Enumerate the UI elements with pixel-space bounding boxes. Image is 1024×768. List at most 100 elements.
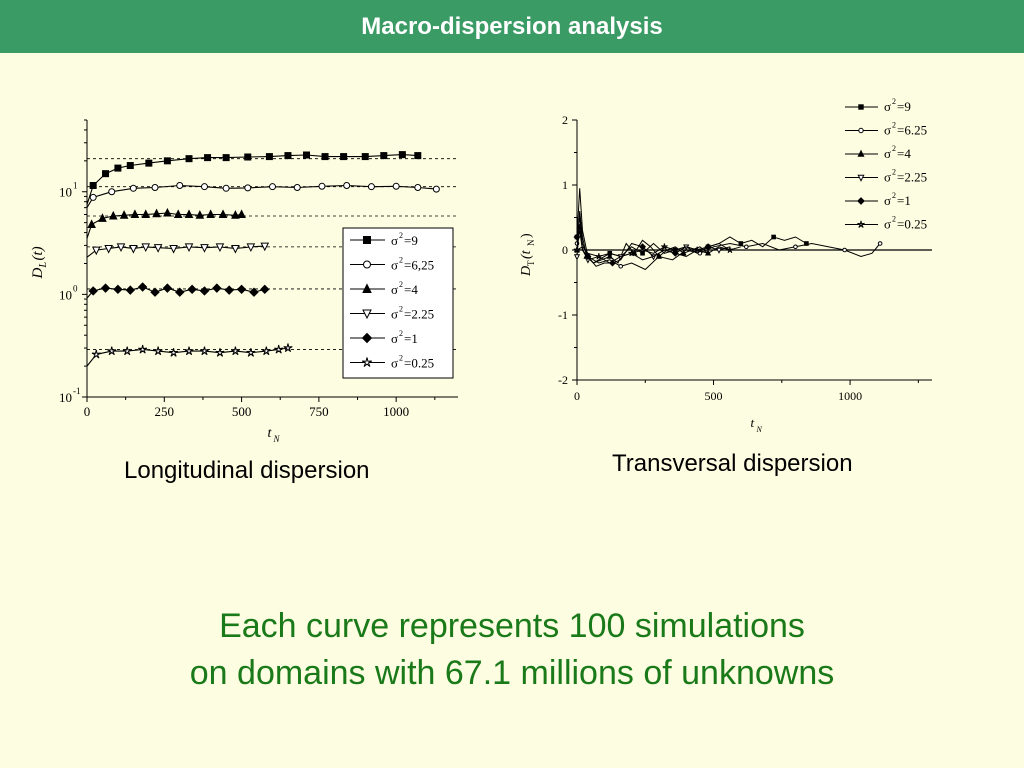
legend-label-text: =1	[404, 331, 418, 346]
legend-label-text: =9	[404, 233, 418, 248]
legend-label-sup: 2	[399, 280, 403, 289]
legend-label-text: =0.25	[897, 217, 927, 232]
data-point	[88, 286, 98, 296]
legend-marker	[361, 357, 373, 367]
legend-label-text: =4	[404, 282, 418, 297]
data-point	[380, 152, 388, 160]
data-point	[237, 209, 246, 219]
x-tick-label: 0	[84, 404, 91, 419]
data-point	[108, 188, 116, 196]
legend-label-sigma: σ	[391, 282, 398, 297]
data-point	[114, 164, 122, 172]
data-point	[126, 162, 134, 170]
series-4	[86, 282, 270, 299]
data-point	[842, 247, 847, 253]
data-point	[215, 348, 225, 357]
y-label-arg-sub: N	[526, 239, 536, 246]
legend-label-sigma: σ	[391, 307, 398, 322]
data-point	[200, 244, 209, 253]
data-point	[175, 287, 185, 297]
series-line	[86, 212, 242, 239]
x-tick-label: 1000	[383, 404, 409, 419]
data-point	[432, 185, 440, 193]
data-point	[260, 284, 270, 295]
longitudinal-caption: Longitudinal dispersion	[124, 457, 370, 484]
data-point	[141, 243, 151, 253]
legend-label-sup: 2	[892, 97, 896, 106]
legend-label-text: =2.25	[404, 307, 434, 322]
x-tick-label: 500	[705, 389, 723, 403]
data-point	[98, 213, 107, 222]
data-point	[260, 242, 270, 252]
data-point	[122, 346, 132, 356]
y-tick-label: 10	[59, 185, 72, 200]
legend-label-sigma: σ	[884, 123, 891, 138]
legend-label-text: =2.25	[897, 170, 927, 185]
y-label-sub: L	[38, 262, 49, 269]
legend-label-sigma: σ	[884, 99, 891, 114]
data-point	[185, 155, 193, 163]
legend-label-sup: 2	[399, 329, 403, 338]
data-point	[231, 210, 240, 219]
data-point	[573, 246, 581, 254]
data-point	[176, 182, 184, 190]
data-point	[91, 246, 101, 256]
data-point	[218, 209, 228, 219]
x-label-sub: N	[756, 425, 763, 434]
data-point	[141, 209, 151, 219]
data-point	[321, 153, 329, 161]
y-tick-label: 2	[562, 113, 568, 127]
data-point	[693, 246, 701, 254]
data-point	[715, 247, 723, 254]
legend-label-sigma: σ	[884, 217, 891, 232]
data-point	[584, 252, 592, 261]
footer-line-2: on domains with 67.1 millions of unknown…	[189, 654, 835, 692]
y-tick-label: 1	[562, 178, 568, 192]
data-point	[150, 287, 160, 297]
y-label-arg: (t)	[30, 246, 46, 260]
y-label-sub: T	[526, 260, 536, 266]
data-point	[104, 244, 113, 254]
x-label-sub: N	[273, 434, 281, 444]
legend-label-sup: 2	[399, 305, 403, 314]
x-tick-label: 500	[232, 404, 252, 419]
data-point	[230, 346, 240, 356]
legend-label-text: =4	[897, 146, 911, 161]
legend-label-text: =1	[897, 193, 911, 208]
legend-marker	[858, 104, 864, 110]
series-line	[86, 184, 437, 208]
data-point	[119, 210, 129, 219]
data-point	[162, 283, 173, 293]
legend-label-sigma: σ	[884, 193, 891, 208]
data-point	[195, 210, 205, 219]
data-point	[744, 244, 749, 250]
data-point	[261, 346, 271, 356]
data-point	[107, 346, 117, 356]
data-point	[704, 243, 712, 251]
data-point	[222, 184, 230, 192]
x-label-main: t	[268, 426, 273, 441]
data-point	[726, 246, 734, 254]
series-1	[86, 182, 440, 208]
data-point	[414, 183, 422, 191]
legend-label-text: =9	[897, 99, 911, 114]
legend-label-sigma: σ	[391, 258, 398, 273]
y-tick-exponent: 0	[73, 283, 78, 293]
legend-label-sup: 2	[892, 191, 896, 200]
data-point	[89, 182, 97, 190]
y-tick-exponent: -1	[73, 386, 81, 396]
data-point	[244, 184, 252, 192]
series-line	[576, 246, 741, 258]
legend-label-sup: 2	[399, 354, 403, 363]
data-point	[573, 254, 581, 261]
data-point	[793, 244, 798, 250]
data-point	[137, 282, 148, 292]
x-label-main: t	[751, 415, 755, 430]
data-point	[265, 153, 273, 161]
transversal-caption: Transversal dispersion	[612, 450, 853, 477]
data-point	[129, 184, 137, 192]
data-point	[595, 253, 603, 260]
data-point	[151, 183, 159, 191]
data-point	[169, 348, 179, 357]
